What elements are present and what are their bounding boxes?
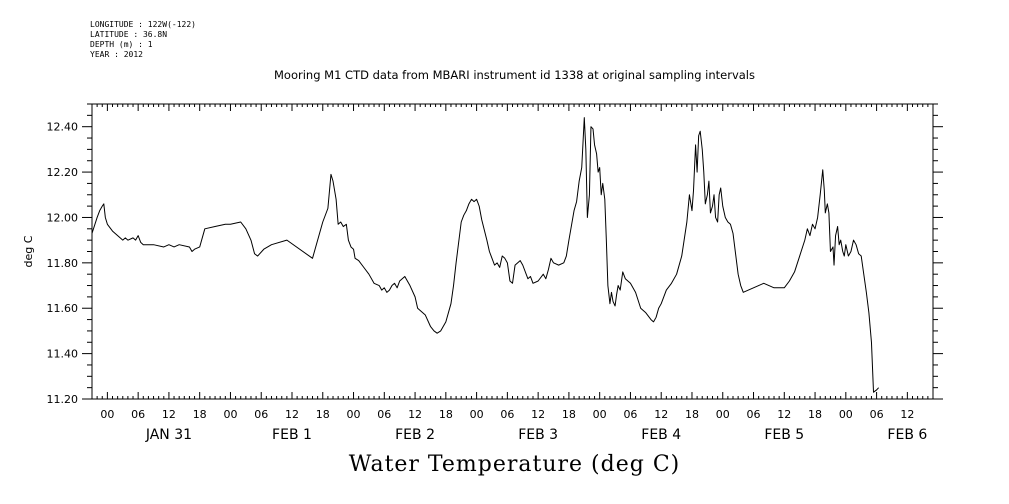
y-tick-label: 12.00 — [47, 211, 79, 224]
x-tick-label: 18 — [808, 408, 822, 421]
y-tick-label: 12.20 — [47, 166, 79, 179]
y-tick-label: 12.40 — [47, 121, 79, 134]
latitude-label: LATITUDE : 36.8N — [90, 30, 168, 39]
x-tick-label: 18 — [316, 408, 330, 421]
y-tick-label: 11.40 — [47, 348, 79, 361]
date-label: FEB 5 — [764, 427, 804, 443]
x-tick-label: 12 — [408, 408, 422, 421]
x-tick-label: 12 — [285, 408, 299, 421]
x-tick-label: 00 — [716, 408, 730, 421]
date-label: FEB 6 — [887, 427, 927, 443]
depth-label: DEPTH (m) : 1 — [90, 40, 153, 49]
x-tick-label: 12 — [900, 408, 914, 421]
x-tick-label: 00 — [223, 408, 237, 421]
x-tick-label: 06 — [623, 408, 637, 421]
date-label: FEB 2 — [395, 427, 435, 443]
x-tick-label: 06 — [254, 408, 268, 421]
y-tick-label: 11.20 — [47, 393, 79, 406]
x-tick-label: 06 — [500, 408, 514, 421]
line-chart: 00 06 12 18 00 06 12 18 00 06 12 18 00 06 12 18 00 06 12 18… — [22, 103, 943, 443]
x-tick-label: 06 — [747, 408, 761, 421]
x-tick-label: 12 — [777, 408, 791, 421]
date-label: JAN 31 — [145, 427, 192, 443]
x-tick-label: 00 — [839, 408, 853, 421]
date-label: FEB 4 — [641, 427, 681, 443]
chart-title: Mooring M1 CTD data from MBARI instrumen… — [274, 68, 755, 82]
year-label: YEAR : 2012 — [90, 50, 143, 59]
y-axis-label: deg C — [22, 235, 35, 267]
x-tick-label: 06 — [377, 408, 391, 421]
x-tick-label: 12 — [162, 408, 176, 421]
x-tick-label: 18 — [685, 408, 699, 421]
x-tick-label: 12 — [654, 408, 668, 421]
y-tick-label: 11.80 — [47, 257, 79, 270]
x-tick-label: 00 — [470, 408, 484, 421]
x-tick-label: 12 — [531, 408, 545, 421]
y-tick-label: 11.60 — [47, 302, 79, 315]
date-label: FEB 1 — [272, 427, 312, 443]
x-tick-label: 00 — [347, 408, 361, 421]
x-tick-label: 18 — [562, 408, 576, 421]
x-tick-label: 00 — [100, 408, 114, 421]
x-tick-label: 06 — [870, 408, 884, 421]
longitude-label: LONGITUDE : 122W(-122) — [90, 20, 196, 29]
date-label: FEB 3 — [518, 427, 558, 443]
variable-label: Water Temperature (deg C) — [348, 452, 681, 477]
x-tick-label: 06 — [131, 408, 145, 421]
x-tick-label: 00 — [593, 408, 607, 421]
x-tick-label: 18 — [439, 408, 453, 421]
plot-frame — [91, 103, 934, 400]
series-line-0 — [91, 117, 880, 393]
x-tick-label: 18 — [193, 408, 207, 421]
metadata-block: LONGITUDE : 122W(-122) LATITUDE : 36.8N … — [90, 20, 196, 60]
